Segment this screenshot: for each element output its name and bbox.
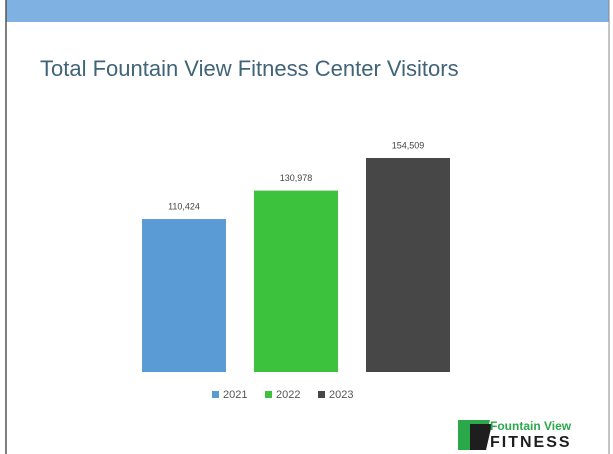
bar	[366, 158, 450, 372]
legend-label: 2022	[276, 389, 300, 401]
legend-swatch	[265, 391, 272, 398]
legend-label: 2021	[223, 389, 247, 401]
logo-text-top: Fountain View	[490, 419, 572, 433]
bar	[142, 219, 226, 372]
logo: Fountain View FITNESS	[458, 419, 572, 451]
legend-label: 2023	[329, 389, 353, 401]
legend-swatch	[212, 391, 219, 398]
value-label: 130,978	[280, 173, 313, 183]
legend-swatch	[318, 391, 325, 398]
top-band	[6, 0, 609, 22]
chart-title: Total Fountain View Fitness Center Visit…	[40, 56, 459, 81]
logo-text-bottom: FITNESS	[490, 434, 572, 451]
value-label: 110,424	[168, 201, 200, 211]
bar	[254, 190, 338, 372]
logo-mark-dark	[470, 424, 492, 450]
value-label: 154,509	[392, 140, 425, 150]
